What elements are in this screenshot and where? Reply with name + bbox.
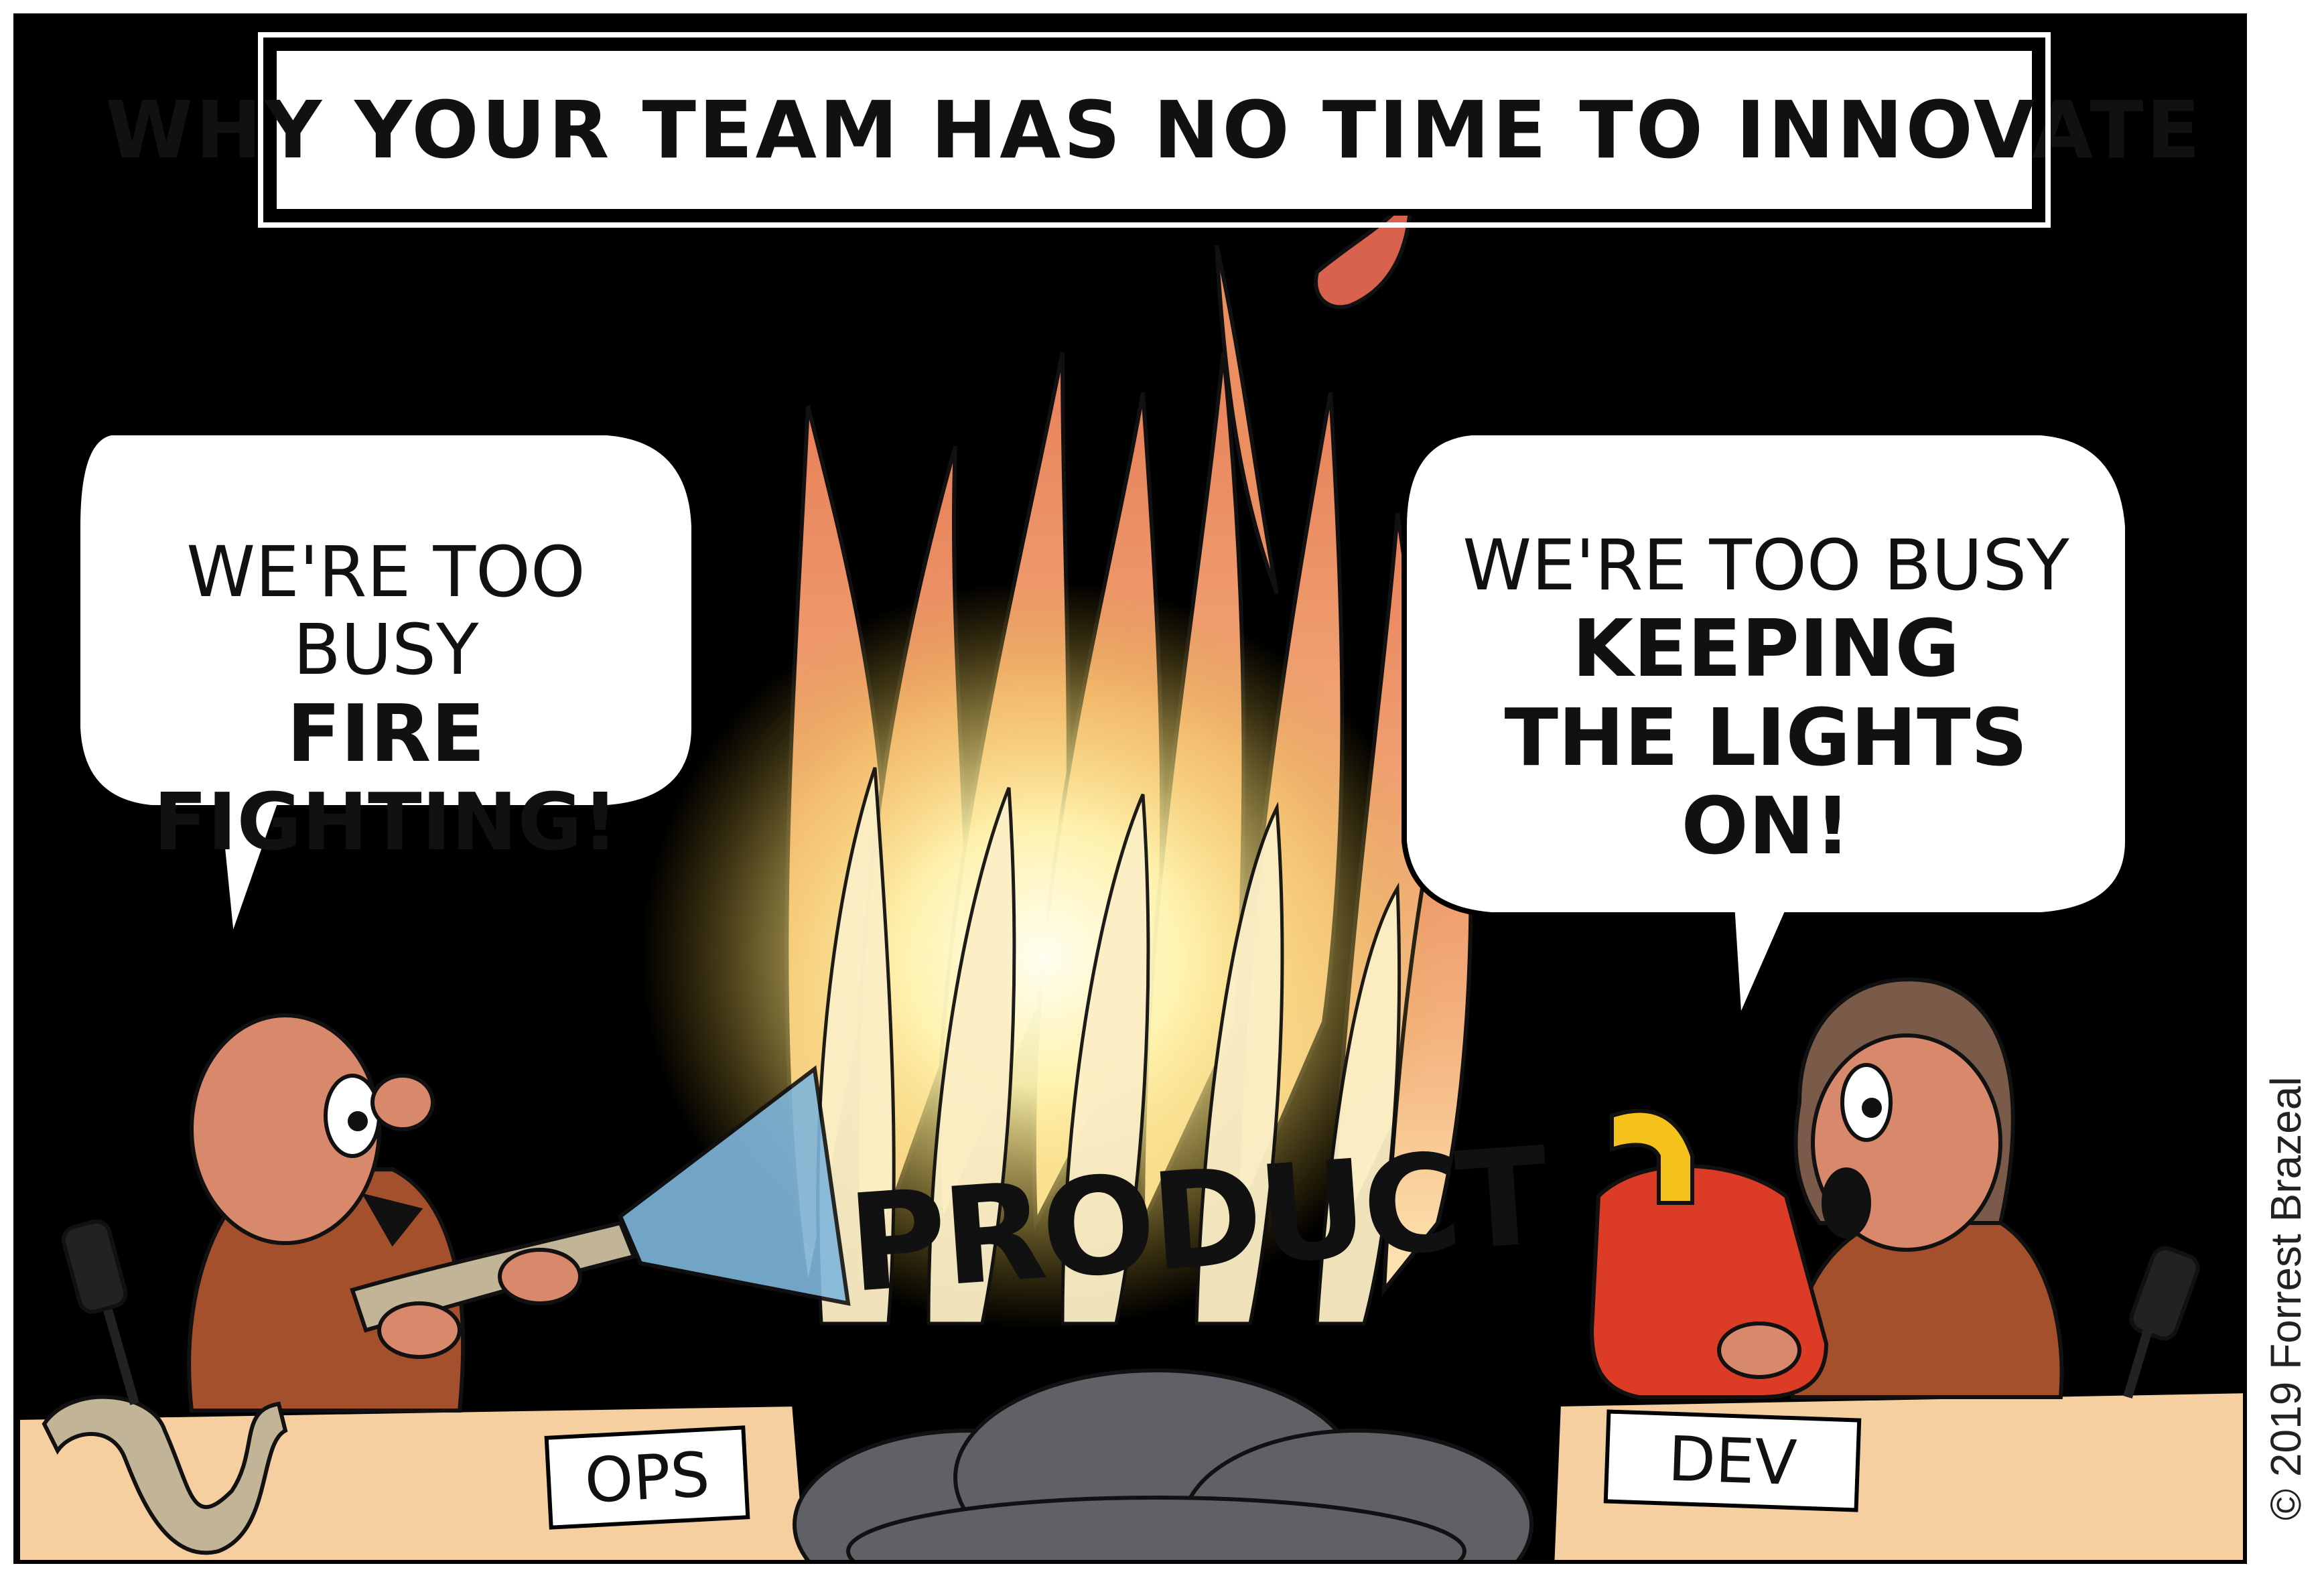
fire-inner-flames [816,767,1402,1325]
right-bubble-line2: KEEPING [1572,602,1960,695]
ops-sign: OPS [544,1425,750,1530]
copyright-text: © 2019 Forrest Brazeal [2262,1076,2310,1520]
left-bubble-text: WE'RE TOO BUSY FIRE FIGHTING! [91,533,681,866]
comic-illustration [17,190,2243,1560]
dev-sign: DEV [1603,1409,1862,1512]
title-box: WHY YOUR TEAM HAS NO TIME TO INNOVATE [106,32,2200,228]
smoke-cloud [793,1368,1533,1560]
comic-panel: WHY YOUR TEAM HAS NO TIME TO INNOVATE WE… [13,13,2247,1564]
left-speech-bubble [75,430,697,943]
right-bubble-text: WE'RE TOO BUSY KEEPING THE LIGHTS ON! [1424,526,2108,870]
right-bubble-line1: WE'RE TOO BUSY [1462,524,2069,606]
right-bubble-line3: THE LIGHTS ON! [1504,691,2028,872]
microphone-left [61,1219,139,1405]
dev-character [1589,977,2064,1399]
ops-character [42,1013,851,1555]
left-bubble-line2: FIRE FIGHTING! [153,687,618,869]
microphone-right [2123,1246,2200,1399]
left-bubble-line1: WE'RE TOO BUSY [186,531,586,691]
comic-title: WHY YOUR TEAM HAS NO TIME TO INNOVATE [105,84,2203,176]
right-speech-bubble [1402,430,2130,1023]
